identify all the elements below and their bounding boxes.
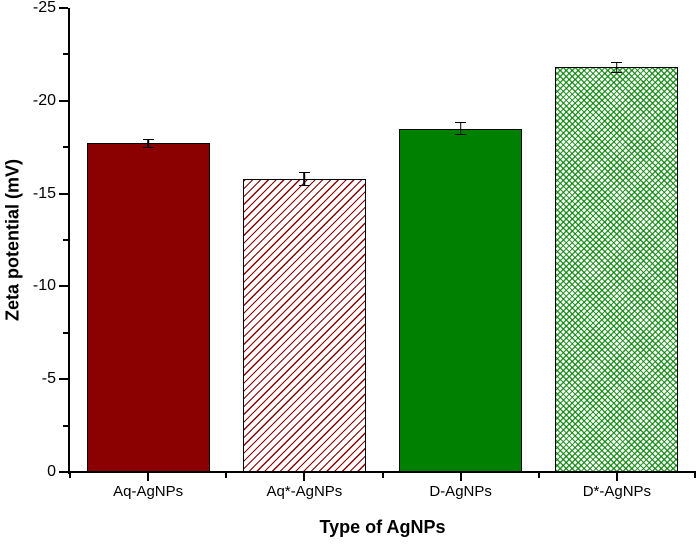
y-major-tick [59,99,68,102]
error-bar-d-agnps [455,122,467,135]
x-axis-label: Type of AgNPs [319,517,446,537]
y-minor-tick [63,331,68,334]
y-axis-line [68,8,70,474]
y-major-tick [59,285,68,288]
y-major-tick [59,471,68,473]
error-bar-aq-agnps [142,139,154,148]
x-boundary-tick [537,473,540,478]
bar-d-agnps [555,67,678,472]
y-minor-tick [63,53,68,56]
bar-aq-agnps [243,178,366,472]
x-category-label-aq-agnps: Aq*-AgNPs [266,483,343,500]
x-boundary-tick [69,473,71,478]
error-bar-d-agnps [611,62,623,73]
error-bar-stem [147,140,149,147]
x-category-label-d-agnps: D-AgNPs [429,483,492,500]
y-minor-tick [63,239,68,241]
y-minor-tick [63,146,68,149]
error-bar-stem [303,172,306,185]
y-major-tick [59,378,68,381]
y-major-tick [59,192,68,195]
y-tick-label: -5 [41,370,56,388]
y-major-tick [59,7,68,9]
x-major-tick-aq-agnps [147,473,150,481]
x-major-tick-d-agnps [459,473,462,481]
y-tick-label: -25 [32,0,56,17]
x-category-label-aq-agnps: Aq-AgNPs [113,483,184,500]
x-category-label-d-agnps: D*-AgNPs [582,483,652,500]
error-bar-stem [616,63,618,72]
x-major-tick-aq-agnps [303,473,306,481]
x-boundary-tick [381,473,384,478]
error-bar-aq-agnps [298,171,310,186]
y-tick-label: -20 [32,91,56,109]
x-major-tick-d-agnps [615,473,618,481]
x-boundary-tick [694,473,696,478]
y-tick-label: -10 [32,277,56,295]
bar-aq-agnps [87,143,210,472]
y-tick-label: -15 [32,184,56,202]
error-bar-stem [459,123,462,134]
y-tick-label: 0 [47,463,56,480]
x-axis-line [68,471,696,473]
y-minor-tick [63,424,68,427]
x-boundary-tick [225,473,228,478]
bar-d-agnps [399,128,522,472]
y-axis-label: Zeta potential (mV) [2,158,23,322]
